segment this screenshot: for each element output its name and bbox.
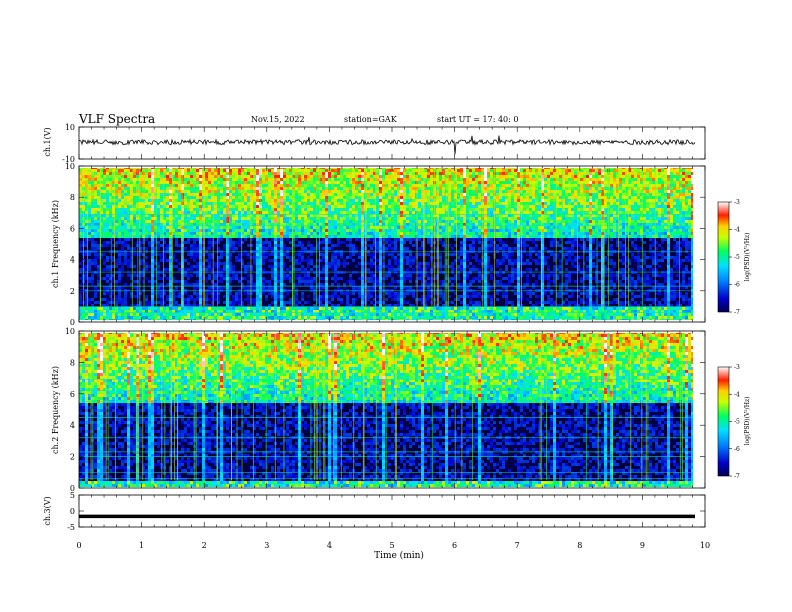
ytick-label: 10: [65, 162, 75, 171]
xtick-label: 1: [139, 541, 144, 550]
ytick-label: 8: [70, 193, 75, 202]
ytick-label: 4: [70, 256, 75, 265]
ytick-label: 10: [65, 327, 75, 336]
date-label: Nov.15, 2022: [251, 115, 305, 124]
ch1-waveform-ylabel: ch.1(V): [43, 127, 52, 156]
ytick-label: 4: [70, 421, 75, 430]
ch1-spec-ylabel: ch.1 Frequency (kHz): [51, 200, 60, 288]
ytick-label: 2: [70, 287, 75, 296]
figure-title: VLF Spectra: [78, 112, 155, 126]
colorbar-tick-label: -6: [734, 446, 740, 453]
ytick-label: -5: [67, 523, 75, 532]
colorbar-tick-label: -4: [734, 227, 740, 234]
ch2-spec-ylabel: ch.2 Frequency (kHz): [51, 366, 60, 454]
ch3-waveform-ylabel: ch.3(V): [43, 496, 52, 525]
ytick-label: 5: [70, 491, 75, 500]
ytick-label: 2: [70, 453, 75, 462]
colorbar-tick-label: -6: [734, 282, 740, 289]
ytick-label: 0: [70, 318, 75, 327]
station-label: station=GAK: [344, 115, 398, 124]
xtick-label: 0: [76, 541, 81, 550]
colorbar-tick-label: -7: [734, 309, 740, 316]
ch1-colorbar: [717, 201, 730, 313]
xtick-label: 5: [389, 541, 394, 550]
ch2-colorbar: [717, 366, 730, 477]
ch1-spectrogram: [79, 168, 693, 320]
ytick-label: 0: [70, 507, 75, 516]
ytick-label: 10: [65, 123, 75, 132]
ch1-colorbar-label: log(PSD)(V²/Hz): [744, 233, 751, 282]
xtick-label: 9: [640, 541, 645, 550]
xtick-label: 3: [264, 541, 269, 550]
colorbar-tick-label: -4: [734, 391, 740, 398]
colorbar-tick-label: -7: [734, 473, 740, 480]
ytick-label: 0: [70, 484, 75, 493]
ytick-label: 6: [70, 390, 75, 399]
start-time-label: start UT = 17: 40: 0: [437, 115, 518, 124]
ch1-waveform: [78, 135, 696, 155]
ch2-colorbar-label: log(PSD)(V²/Hz): [744, 397, 751, 446]
ytick-label: 8: [70, 358, 75, 367]
xtick-label: 7: [515, 541, 520, 550]
ytick-label: 6: [70, 224, 75, 233]
colorbar-ticks: -3 -4 -5 -6 -7 -3 -4 -5 -6 -7: [729, 199, 740, 480]
ch2-spectrogram: [79, 333, 693, 487]
xtick-label: 8: [577, 541, 582, 550]
xtick-label: 2: [202, 541, 207, 550]
colorbar-tick-label: -5: [734, 419, 740, 426]
ytick-label: -10: [62, 155, 75, 164]
colorbar-tick-label: -5: [734, 254, 740, 261]
x-axis-label: Time (min): [374, 550, 424, 561]
colorbar-tick-label: -3: [734, 364, 740, 371]
xtick-label: 6: [452, 541, 457, 550]
xtick-label: 10: [700, 541, 710, 550]
colorbar-tick-label: -3: [734, 199, 740, 206]
xtick-label: 4: [327, 541, 332, 550]
